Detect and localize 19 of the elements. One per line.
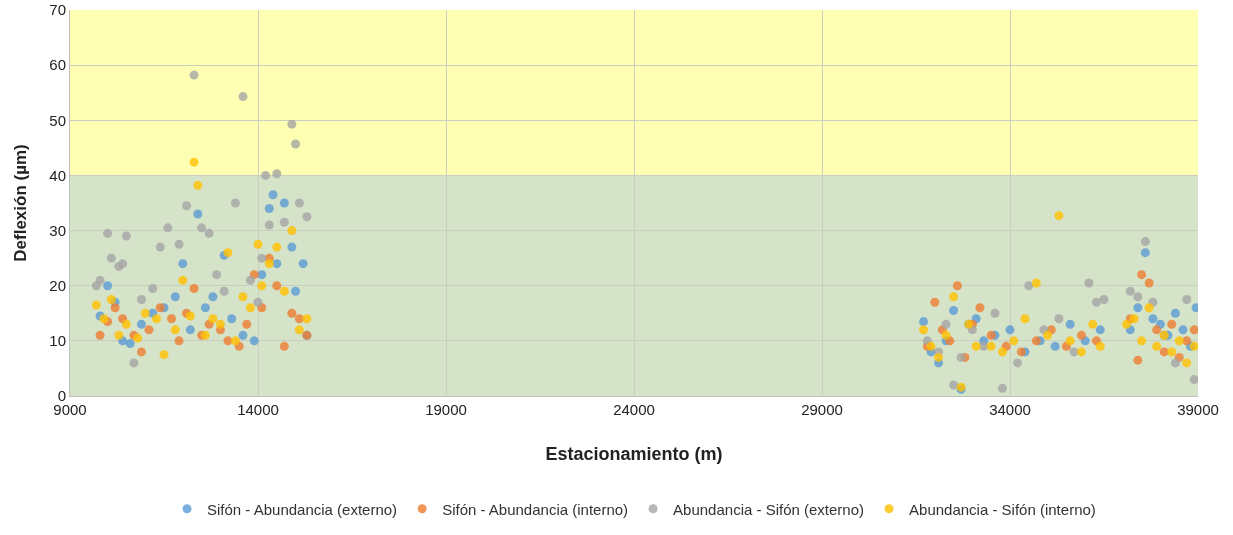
legend-label: Abundancia - Sifón (externo)	[673, 500, 865, 518]
y-tick-label: 10	[49, 332, 66, 350]
x-tick-label: 19000	[425, 401, 467, 418]
y-tick-label: 20	[49, 276, 66, 294]
y-tick-label: 50	[49, 111, 66, 129]
y-tick-label: 70	[49, 1, 66, 19]
x-tick-label: 24000	[613, 401, 655, 418]
x-tick-label: 39000	[1177, 401, 1219, 418]
x-tick-label: 34000	[989, 401, 1031, 418]
y-axis-title: Deflexión (µm)	[11, 144, 30, 262]
y-tick-label: 60	[49, 56, 66, 74]
legend-label: Sifón - Abundancia (externo)	[207, 500, 398, 518]
y-tick-label: 30	[49, 221, 66, 239]
legend-label: Abundancia - Sifón (interno)	[909, 500, 1096, 518]
y-tick-label: 40	[49, 166, 66, 184]
x-tick-label: 29000	[801, 401, 843, 418]
x-axis-title: Estacionamiento (m)	[545, 444, 723, 464]
x-tick-label: 14000	[237, 401, 279, 418]
legend-label: Sifón - Abundancia (interno)	[442, 500, 629, 518]
